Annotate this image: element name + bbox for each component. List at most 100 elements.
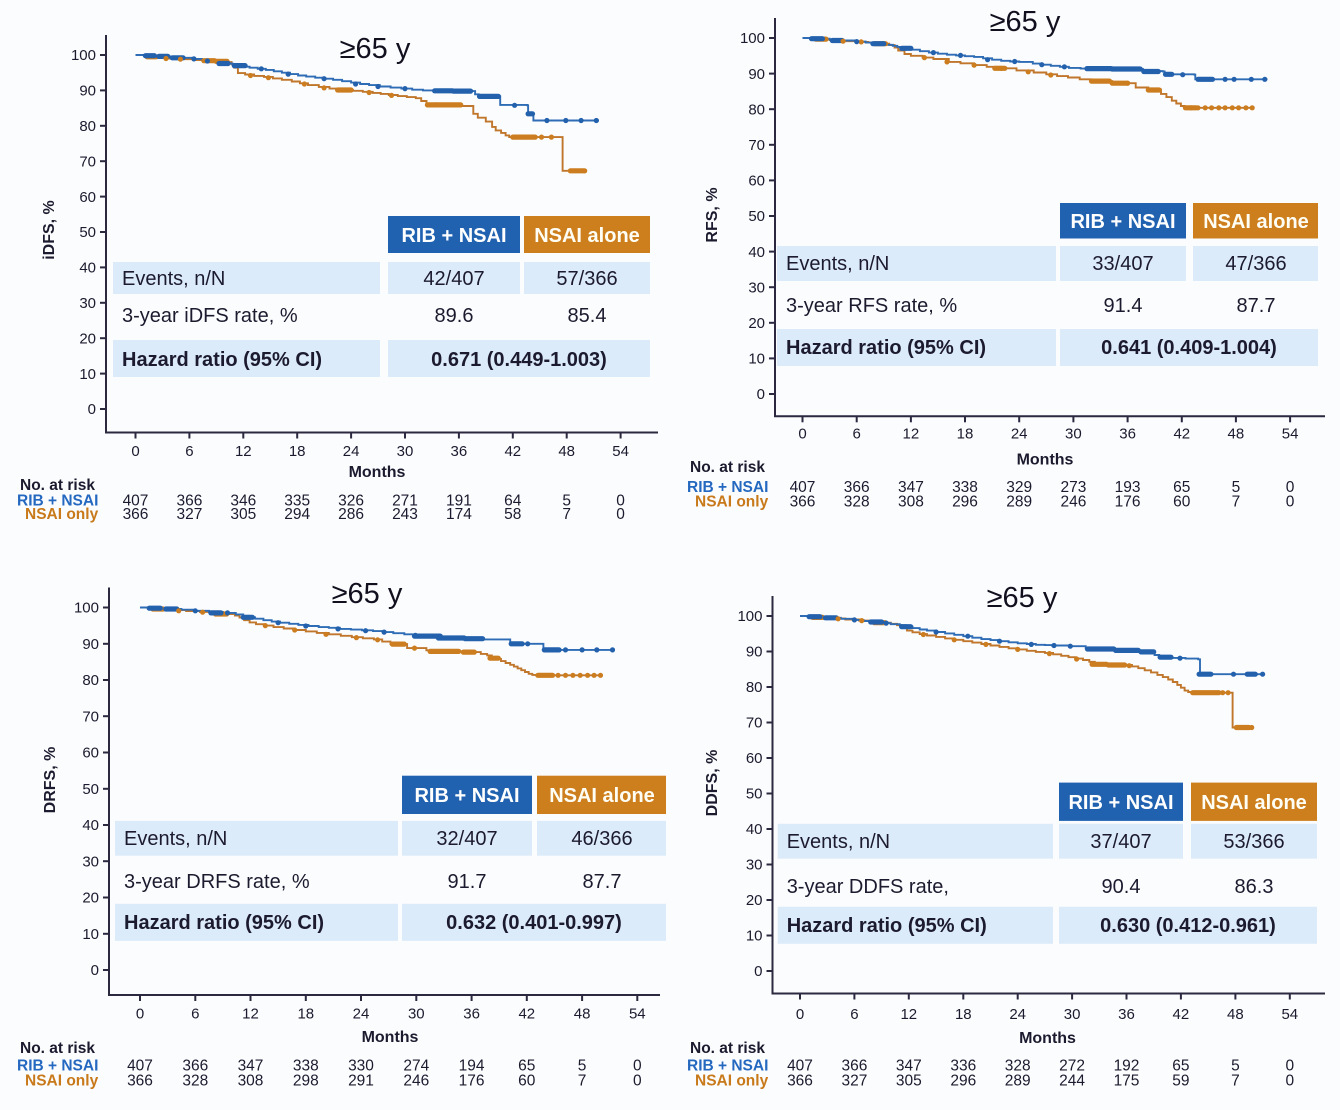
svg-text:10: 10 xyxy=(748,351,765,368)
svg-text:42: 42 xyxy=(518,1006,535,1023)
svg-text:347: 347 xyxy=(898,479,924,496)
svg-text:RIB + NSAI: RIB + NSAI xyxy=(414,785,519,807)
svg-text:87.7: 87.7 xyxy=(583,871,622,893)
svg-text:NSAI alone: NSAI alone xyxy=(1203,211,1309,233)
svg-text:100: 100 xyxy=(71,47,96,64)
svg-text:244: 244 xyxy=(1059,1073,1085,1090)
svg-text:100: 100 xyxy=(737,608,762,625)
svg-text:338: 338 xyxy=(293,1058,319,1075)
svg-text:5: 5 xyxy=(578,1058,587,1075)
svg-text:366: 366 xyxy=(787,1073,813,1090)
svg-text:RFS, %: RFS, % xyxy=(704,187,721,242)
svg-text:40: 40 xyxy=(748,244,765,261)
svg-text:70: 70 xyxy=(746,715,763,732)
svg-text:330: 330 xyxy=(348,1058,374,1075)
svg-text:12: 12 xyxy=(242,1006,259,1023)
svg-text:30: 30 xyxy=(82,853,99,870)
svg-text:30: 30 xyxy=(1064,1006,1081,1023)
svg-text:0.671 (0.449-1.003): 0.671 (0.449-1.003) xyxy=(431,349,607,371)
svg-text:24: 24 xyxy=(1011,426,1028,443)
svg-text:42: 42 xyxy=(504,443,521,460)
svg-text:176: 176 xyxy=(459,1073,485,1090)
svg-text:70: 70 xyxy=(748,137,765,154)
svg-text:0: 0 xyxy=(1285,1073,1294,1090)
svg-text:60: 60 xyxy=(518,1073,536,1090)
svg-text:328: 328 xyxy=(1005,1058,1031,1075)
svg-text:0: 0 xyxy=(1286,494,1295,511)
svg-text:12: 12 xyxy=(900,1006,917,1023)
svg-text:30: 30 xyxy=(397,443,414,460)
svg-text:7: 7 xyxy=(1232,494,1241,511)
svg-text:≥65 y: ≥65 y xyxy=(332,578,403,610)
svg-text:0: 0 xyxy=(1285,1058,1294,1075)
svg-text:346: 346 xyxy=(230,493,256,510)
svg-text:335: 335 xyxy=(284,493,310,510)
svg-text:274: 274 xyxy=(403,1058,429,1075)
svg-text:175: 175 xyxy=(1114,1073,1140,1090)
svg-text:192: 192 xyxy=(1114,1058,1140,1075)
svg-text:329: 329 xyxy=(1006,479,1032,496)
svg-text:30: 30 xyxy=(1065,426,1082,443)
svg-text:90: 90 xyxy=(82,636,99,653)
svg-text:53/366: 53/366 xyxy=(1223,831,1284,853)
svg-text:60: 60 xyxy=(82,745,99,762)
svg-text:326: 326 xyxy=(338,493,364,510)
svg-text:No. at risk: No. at risk xyxy=(20,1040,95,1057)
svg-text:54: 54 xyxy=(612,443,629,460)
svg-text:12: 12 xyxy=(235,443,252,460)
svg-text:289: 289 xyxy=(1006,494,1032,511)
svg-text:0: 0 xyxy=(131,443,139,460)
svg-text:6: 6 xyxy=(191,1006,199,1023)
svg-text:NSAI only: NSAI only xyxy=(25,1073,99,1090)
svg-text:70: 70 xyxy=(82,708,99,725)
svg-text:80: 80 xyxy=(748,101,765,118)
svg-text:286: 286 xyxy=(338,506,364,523)
svg-text:Hazard ratio (95% CI): Hazard ratio (95% CI) xyxy=(122,349,322,371)
svg-text:327: 327 xyxy=(176,506,202,523)
svg-text:40: 40 xyxy=(82,817,99,834)
svg-text:RIB + NSAI: RIB + NSAI xyxy=(1068,792,1173,814)
svg-text:194: 194 xyxy=(459,1058,485,1075)
svg-text:0: 0 xyxy=(91,962,99,979)
svg-text:347: 347 xyxy=(896,1058,922,1075)
svg-text:Events, n/N: Events, n/N xyxy=(787,831,890,853)
svg-text:NSAI only: NSAI only xyxy=(695,494,769,511)
svg-text:50: 50 xyxy=(746,786,763,803)
svg-text:298: 298 xyxy=(293,1073,319,1090)
svg-text:246: 246 xyxy=(1060,494,1086,511)
svg-text:0: 0 xyxy=(754,963,762,980)
svg-text:193: 193 xyxy=(1115,479,1141,496)
svg-text:46/366: 46/366 xyxy=(571,828,632,850)
svg-text:7: 7 xyxy=(562,506,571,523)
svg-text:305: 305 xyxy=(230,506,256,523)
svg-text:366: 366 xyxy=(176,493,202,510)
svg-text:272: 272 xyxy=(1059,1058,1085,1075)
svg-text:273: 273 xyxy=(1060,479,1086,496)
svg-text:308: 308 xyxy=(238,1073,264,1090)
svg-text:0: 0 xyxy=(616,493,625,510)
svg-text:0: 0 xyxy=(136,1006,144,1023)
svg-text:5: 5 xyxy=(562,493,571,510)
svg-text:0.632 (0.401-0.997): 0.632 (0.401-0.997) xyxy=(446,912,622,934)
svg-text:0: 0 xyxy=(633,1073,642,1090)
svg-text:58: 58 xyxy=(504,506,521,523)
svg-text:336: 336 xyxy=(950,1058,976,1075)
svg-text:3-year iDFS rate, %: 3-year iDFS rate, % xyxy=(122,305,298,327)
svg-text:54: 54 xyxy=(629,1006,646,1023)
svg-text:≥65 y: ≥65 y xyxy=(990,6,1061,38)
svg-text:0: 0 xyxy=(1286,479,1295,496)
svg-text:24: 24 xyxy=(343,443,360,460)
svg-text:6: 6 xyxy=(853,426,861,443)
svg-text:Months: Months xyxy=(1017,452,1074,469)
svg-text:54: 54 xyxy=(1282,426,1299,443)
svg-text:366: 366 xyxy=(182,1058,208,1075)
svg-text:32/407: 32/407 xyxy=(436,828,497,850)
svg-text:20: 20 xyxy=(746,892,763,909)
svg-text:10: 10 xyxy=(746,928,763,945)
svg-text:191: 191 xyxy=(446,493,472,510)
svg-text:18: 18 xyxy=(297,1006,314,1023)
svg-text:42/407: 42/407 xyxy=(423,268,484,290)
svg-text:37/407: 37/407 xyxy=(1090,831,1151,853)
svg-text:366: 366 xyxy=(841,1058,867,1075)
svg-text:80: 80 xyxy=(82,672,99,689)
